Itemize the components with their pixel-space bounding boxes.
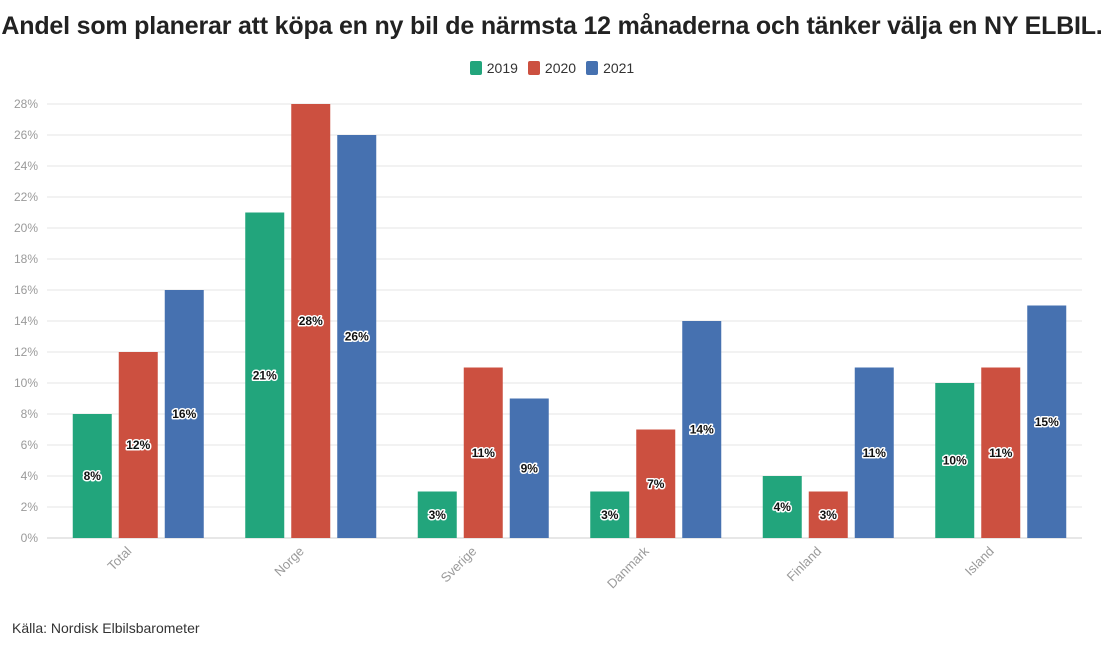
bar-finland-2021[interactable] bbox=[854, 367, 894, 539]
bar-danmark-2021[interactable] bbox=[682, 321, 722, 538]
bar-finland-2020[interactable] bbox=[808, 491, 848, 539]
data-label: 8% bbox=[84, 469, 102, 483]
y-tick-label: 2% bbox=[21, 500, 39, 514]
x-category-label: Sverige bbox=[438, 544, 480, 586]
x-category-label: Island bbox=[962, 544, 997, 579]
data-label: 26% bbox=[345, 330, 369, 344]
bar-island-2021[interactable] bbox=[1027, 305, 1067, 539]
data-label: 11% bbox=[989, 446, 1013, 460]
x-category-label: Danmark bbox=[604, 543, 652, 591]
legend-label-2021: 2021 bbox=[603, 60, 635, 76]
x-category-label: Norge bbox=[271, 544, 307, 580]
y-tick-label: 0% bbox=[21, 531, 39, 545]
bar-danmark-2019[interactable] bbox=[590, 491, 630, 539]
legend-swatch-2020 bbox=[527, 61, 540, 75]
data-label: 9% bbox=[521, 461, 539, 475]
x-category-label: Total bbox=[104, 543, 134, 573]
chart-title: Andel som planerar att köpa en ny bil de… bbox=[1, 12, 1103, 40]
data-label: 15% bbox=[1035, 415, 1059, 429]
data-label: 10% bbox=[943, 454, 967, 468]
legend-label-2020: 2020 bbox=[544, 60, 577, 76]
bar-sverige-2019[interactable] bbox=[417, 491, 457, 539]
legend-item-2020[interactable]: 2020 bbox=[527, 60, 577, 76]
legend-swatch-2021 bbox=[586, 61, 599, 75]
y-tick-label: 10% bbox=[14, 376, 38, 390]
bar-sverige-2020[interactable] bbox=[463, 367, 503, 539]
data-label: 14% bbox=[690, 423, 714, 437]
data-label: 11% bbox=[863, 446, 887, 460]
data-label: 3% bbox=[820, 508, 838, 522]
y-tick-label: 18% bbox=[14, 252, 38, 266]
data-label: 3% bbox=[601, 508, 619, 522]
data-label: 12% bbox=[126, 438, 150, 452]
bar-norge-2021[interactable] bbox=[337, 135, 377, 538]
source-note: Källa: Nordisk Elbilsbarometer bbox=[12, 620, 200, 636]
data-label: 11% bbox=[472, 446, 496, 460]
bar-island-2019[interactable] bbox=[935, 383, 975, 538]
legend-label-2019: 2019 bbox=[486, 60, 518, 76]
y-tick-label: 22% bbox=[14, 190, 38, 204]
legend-item-2021[interactable]: 2021 bbox=[586, 60, 634, 76]
bar-finland-2019[interactable] bbox=[762, 476, 802, 538]
y-tick-label: 8% bbox=[21, 407, 39, 421]
bar-island-2020[interactable] bbox=[981, 367, 1021, 539]
bar-total-2020[interactable] bbox=[118, 352, 158, 538]
legend-swatch-2019 bbox=[469, 61, 482, 75]
chart-legend: 2019 2020 2021 bbox=[0, 60, 1104, 76]
bar-sverige-2021[interactable] bbox=[509, 398, 549, 539]
bar-norge-2019[interactable] bbox=[245, 212, 285, 539]
bar-norge-2020[interactable] bbox=[291, 104, 331, 538]
data-label: 3% bbox=[429, 508, 447, 522]
y-tick-label: 14% bbox=[14, 314, 38, 328]
y-tick-label: 26% bbox=[14, 128, 38, 142]
data-label: 7% bbox=[647, 477, 665, 491]
y-tick-label: 4% bbox=[21, 469, 39, 483]
y-tick-label: 6% bbox=[21, 438, 39, 452]
y-tick-label: 16% bbox=[14, 283, 38, 297]
legend-item-2019[interactable]: 2019 bbox=[469, 60, 518, 76]
bar-danmark-2020[interactable] bbox=[636, 429, 676, 539]
data-label: 28% bbox=[299, 314, 323, 328]
data-label: 21% bbox=[253, 368, 277, 382]
bar-total-2021[interactable] bbox=[164, 290, 204, 538]
data-label: 4% bbox=[774, 500, 792, 514]
bar-total-2019[interactable] bbox=[72, 414, 112, 538]
y-tick-label: 28% bbox=[14, 97, 38, 111]
y-tick-label: 20% bbox=[14, 221, 38, 235]
x-category-label: Finland bbox=[784, 544, 825, 585]
y-tick-label: 24% bbox=[14, 159, 38, 173]
y-tick-label: 12% bbox=[14, 345, 38, 359]
data-label: 16% bbox=[172, 407, 196, 421]
